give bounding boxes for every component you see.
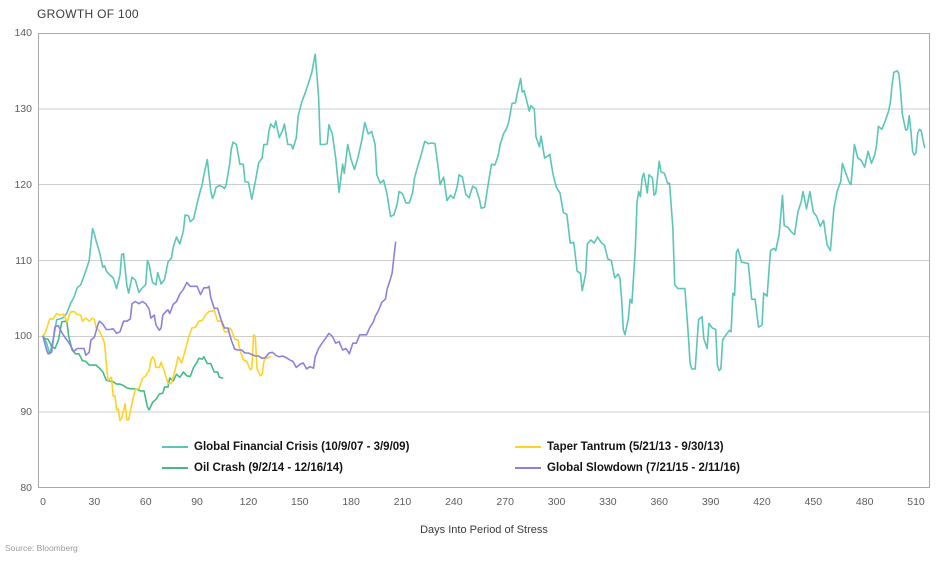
x-axis-tick-label: 300	[547, 496, 566, 508]
x-axis-tick-label: 0	[40, 496, 46, 508]
legend-item-gfc: Global Financial Crisis (10/9/07 - 3/9/0…	[162, 440, 409, 454]
y-axis-tick-label: 110	[15, 254, 32, 267]
plot-area: Global Financial Crisis (10/9/07 - 3/9/0…	[38, 33, 930, 488]
x-axis-tick-label: 330	[599, 496, 617, 508]
legend-label-slowdown: Global Slowdown (7/21/15 - 2/11/16)	[547, 462, 741, 474]
x-axis-tick-label: 480	[855, 496, 874, 508]
x-axis-tick-label: 60	[139, 496, 152, 508]
legend-line-swatch-slowdown	[515, 467, 541, 469]
y-axis-tick-label: 120	[14, 178, 32, 191]
x-axis-tick-label: 360	[650, 496, 668, 508]
x-axis-tick-label: 420	[753, 496, 771, 508]
series-line-taper	[42, 308, 272, 422]
x-axis-title: Days Into Period of Stress	[420, 524, 548, 536]
x-axis-tick-label: 270	[496, 496, 514, 508]
series-line-gfc	[42, 53, 926, 372]
x-axis-tick-label: 30	[88, 496, 101, 508]
x-axis-tick-label: 120	[239, 496, 258, 508]
x-axis-tick-label: 180	[342, 496, 360, 508]
legend-item-slowdown: Global Slowdown (7/21/15 - 2/11/16)	[515, 461, 740, 475]
legend-line-swatch-gfc	[162, 446, 188, 448]
x-axis-tick-label: 240	[445, 496, 463, 508]
legend-label-oil: Oil Crash (9/2/14 - 12/16/14)	[194, 462, 343, 474]
y-axis-tick-label: 130	[14, 102, 32, 115]
y-axis-tick-label: 140	[14, 27, 32, 39]
x-axis-tick-label: 210	[393, 496, 412, 508]
x-axis-tick-label: 450	[804, 496, 823, 508]
y-axis-tick-label: 80	[20, 482, 32, 494]
legend-item-oil: Oil Crash (9/2/14 - 12/16/14)	[162, 461, 343, 475]
x-axis-tick-label: 90	[191, 496, 203, 508]
legend-label-gfc: Global Financial Crisis (10/9/07 - 3/9/0…	[194, 441, 410, 453]
x-axis-tick-label: 150	[291, 496, 309, 508]
legend-line-swatch-taper	[515, 446, 541, 448]
y-axis-tick-label: 100	[14, 330, 32, 343]
x-axis-tick-label: 390	[701, 496, 720, 508]
legend-item-taper: Taper Tantrum (5/21/13 - 9/30/13)	[515, 440, 724, 454]
legend-line-swatch-oil	[162, 467, 188, 469]
legend-label-taper: Taper Tantrum (5/21/13 - 9/30/13)	[547, 441, 724, 453]
y-axis-tick-label: 90	[20, 406, 32, 419]
source-note: Source: Bloomberg	[5, 543, 78, 553]
x-axis-tick-label: 510	[907, 496, 925, 508]
series-line-slowdown	[42, 241, 397, 370]
chart-title: GROWTH OF 100	[37, 7, 139, 21]
plot-border	[38, 33, 930, 488]
chart-canvas	[38, 33, 930, 488]
